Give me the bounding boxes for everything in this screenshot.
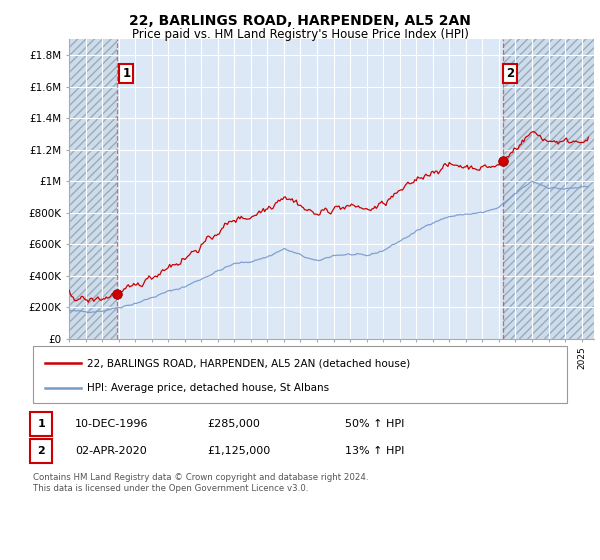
Text: 50% ↑ HPI: 50% ↑ HPI <box>345 419 404 429</box>
Text: HPI: Average price, detached house, St Albans: HPI: Average price, detached house, St A… <box>87 382 329 393</box>
Text: £285,000: £285,000 <box>207 419 260 429</box>
Text: 22, BARLINGS ROAD, HARPENDEN, AL5 2AN: 22, BARLINGS ROAD, HARPENDEN, AL5 2AN <box>129 14 471 28</box>
Text: 1: 1 <box>37 419 45 429</box>
Bar <box>503 39 594 339</box>
Bar <box>503 39 594 339</box>
Text: 02-APR-2020: 02-APR-2020 <box>75 446 147 456</box>
Text: £1,125,000: £1,125,000 <box>207 446 270 456</box>
Text: 2: 2 <box>37 446 45 456</box>
Text: 13% ↑ HPI: 13% ↑ HPI <box>345 446 404 456</box>
Bar <box>69 39 117 339</box>
Text: 1: 1 <box>122 67 130 81</box>
Text: 10-DEC-1996: 10-DEC-1996 <box>75 419 149 429</box>
Text: 22, BARLINGS ROAD, HARPENDEN, AL5 2AN (detached house): 22, BARLINGS ROAD, HARPENDEN, AL5 2AN (d… <box>87 358 410 368</box>
Text: 2: 2 <box>506 67 514 81</box>
Text: Contains HM Land Registry data © Crown copyright and database right 2024.
This d: Contains HM Land Registry data © Crown c… <box>33 473 368 493</box>
Bar <box>69 39 117 339</box>
Text: Price paid vs. HM Land Registry's House Price Index (HPI): Price paid vs. HM Land Registry's House … <box>131 28 469 41</box>
